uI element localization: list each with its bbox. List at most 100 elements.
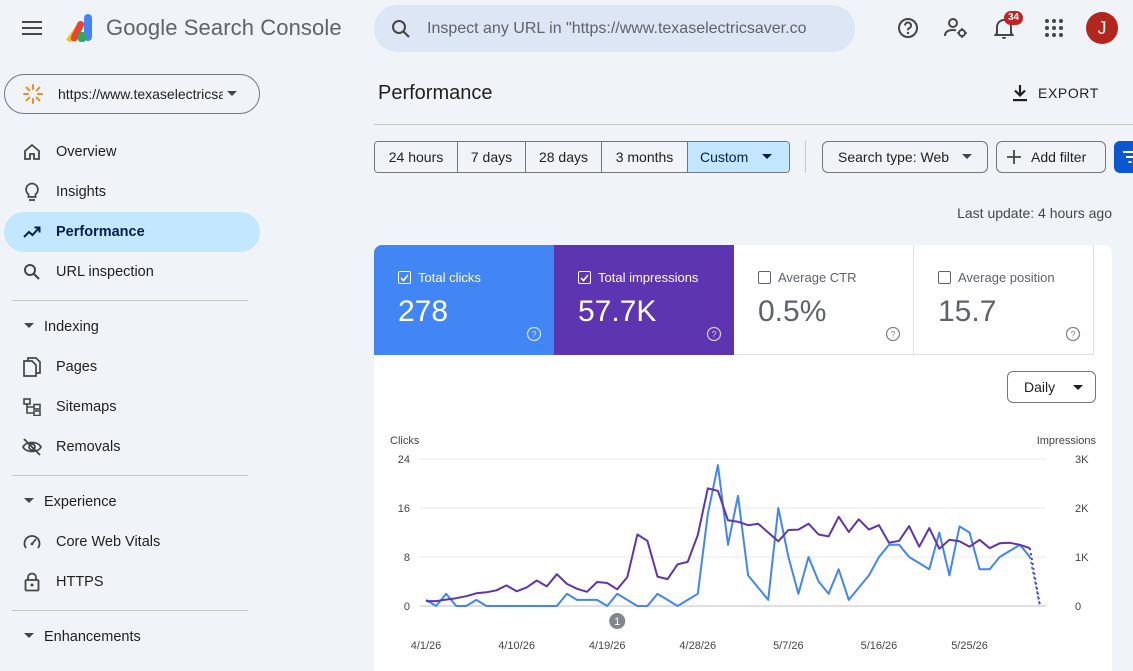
metric-average-ctr[interactable]: Average CTR 0.5% ?: [734, 245, 914, 355]
range-24-hours-button[interactable]: 24 hours: [375, 142, 458, 172]
checkbox-checked-icon[interactable]: [398, 271, 411, 284]
eye-off-icon: [22, 437, 42, 457]
metric-total-clicks[interactable]: Total clicks 278 ?: [374, 245, 554, 355]
help-button[interactable]: [890, 10, 926, 46]
left-tick-label: 0: [404, 601, 410, 613]
range-custom-button[interactable]: Custom: [688, 142, 789, 172]
notifications-button[interactable]: 34: [986, 10, 1024, 46]
range-28-days-button[interactable]: 28 days: [526, 142, 602, 172]
granularity-dropdown[interactable]: Daily: [1007, 371, 1096, 403]
right-tick-label: 1K: [1075, 552, 1089, 564]
sidebar-divider: [12, 610, 248, 611]
sidebar-item-insights[interactable]: Insights: [4, 172, 260, 212]
top-bar: Google Search Console 34: [0, 0, 1133, 60]
metric-header: Total clicks: [398, 270, 481, 285]
left-axis-label: Clicks: [390, 435, 420, 447]
range-7-days-button[interactable]: 7 days: [458, 142, 526, 172]
help-outline-icon[interactable]: ?: [526, 326, 542, 342]
search-input[interactable]: [427, 19, 807, 38]
filter-settings-button[interactable]: [1114, 141, 1133, 173]
x-tick-label: 4/19/26: [589, 640, 626, 652]
metric-header: Average CTR: [758, 270, 857, 285]
line-chart-svg: 24 3K 16 2K 8 1K 0 0 4/1/26 4/10/26 4/19/26 4/28/26…: [398, 454, 1089, 652]
right-tick-label: 0: [1075, 601, 1081, 613]
sidebar-item-core-web-vitals[interactable]: Core Web Vitals: [4, 522, 260, 562]
checkbox-unchecked-icon[interactable]: [938, 271, 951, 284]
sidebar-section-experience[interactable]: Experience: [4, 484, 248, 520]
main-menu-button[interactable]: [14, 10, 50, 46]
add-filter-button[interactable]: Add filter: [996, 141, 1106, 173]
search-console-logo[interactable]: Google Search Console: [64, 12, 342, 44]
sidebar-section-indexing[interactable]: Indexing: [4, 309, 248, 345]
property-selector[interactable]: https://www.texaselectricsaver.com/: [4, 74, 260, 114]
sidebar-item-sitemaps[interactable]: Sitemaps: [4, 387, 260, 427]
metric-label: Average CTR: [778, 270, 857, 285]
search-console-logo-icon: [66, 14, 92, 42]
performance-card: Total clicks 278 ? Total impressions 57.…: [374, 245, 1112, 671]
account-avatar[interactable]: J: [1086, 12, 1118, 44]
svg-text:?: ?: [531, 330, 536, 340]
right-axis-label: Impressions: [1036, 435, 1096, 447]
svg-text:?: ?: [711, 330, 716, 340]
sidebar-item-removals[interactable]: Removals: [4, 427, 260, 467]
metric-value: 15.7: [938, 295, 997, 328]
chevron-down-icon: [762, 154, 773, 159]
x-tick-label: 4/1/26: [411, 640, 442, 652]
checkbox-unchecked-icon[interactable]: [758, 271, 771, 284]
caret-down-icon: [24, 323, 34, 328]
plus-icon: [1007, 150, 1021, 164]
svg-text:?: ?: [1070, 330, 1075, 340]
export-label: EXPORT: [1038, 85, 1099, 101]
sidebar-item-label: Removals: [56, 439, 121, 455]
search-type-filter[interactable]: Search type: Web: [822, 141, 988, 173]
sidebar-item-label: URL inspection: [56, 264, 154, 280]
metric-value: 0.5%: [758, 295, 827, 328]
page-title: Performance: [378, 82, 493, 104]
sidebar-item-label: Insights: [56, 184, 106, 200]
help-outline-icon[interactable]: ?: [1065, 326, 1081, 342]
metric-header: Average position: [938, 270, 1055, 285]
date-range-selector: 24 hours 7 days 28 days 3 months Custom: [374, 141, 790, 173]
sidebar-item-overview[interactable]: Overview: [4, 132, 260, 172]
sidebar-item-performance[interactable]: Performance: [4, 212, 260, 252]
sidebar-item-label: Core Web Vitals: [56, 534, 161, 550]
right-tick-label: 3K: [1075, 454, 1089, 466]
annotation-label: 1: [614, 616, 620, 628]
user-settings-button[interactable]: [938, 10, 974, 46]
sidebar-section-enhancements[interactable]: Enhancements: [4, 619, 248, 655]
filter-list-icon: [1123, 151, 1133, 163]
checkbox-checked-icon[interactable]: [578, 271, 591, 284]
sidebar-item-label: Pages: [56, 359, 98, 375]
section-label: Indexing: [44, 319, 99, 335]
search-icon: [392, 19, 410, 38]
x-tick-label: 5/16/26: [861, 640, 898, 652]
sidebar-item-https[interactable]: HTTPS: [4, 562, 260, 602]
sidebar-item-label: Overview: [56, 144, 117, 160]
speedometer-icon: [22, 532, 42, 552]
site-favicon-icon: [23, 84, 43, 104]
section-label: Enhancements: [44, 629, 141, 645]
x-tick-label: 5/7/26: [773, 640, 804, 652]
app-name: Google Search Console: [106, 15, 342, 40]
metric-total-impressions[interactable]: Total impressions 57.7K ?: [554, 245, 734, 355]
help-outline-icon[interactable]: ?: [885, 326, 901, 342]
apps-button[interactable]: [1036, 10, 1072, 46]
header-divider: [374, 124, 1133, 125]
caret-down-icon: [24, 633, 34, 638]
search-type-label: Search type: Web: [838, 149, 950, 165]
metric-average-position[interactable]: Average position 15.7 ?: [914, 245, 1094, 355]
left-tick-label: 24: [398, 454, 410, 466]
range-3-months-button[interactable]: 3 months: [602, 142, 688, 172]
right-tick-label: 2K: [1075, 503, 1089, 515]
help-outline-icon[interactable]: ?: [706, 326, 722, 342]
url-inspection-search[interactable]: [374, 5, 855, 52]
lightbulb-icon: [22, 182, 42, 202]
section-label: Experience: [44, 494, 117, 510]
sidebar-item-pages[interactable]: Pages: [4, 347, 260, 387]
pages-icon: [22, 357, 42, 377]
metric-label: Total impressions: [598, 270, 699, 285]
export-button[interactable]: EXPORT: [1012, 78, 1099, 108]
metric-label: Total clicks: [418, 270, 481, 285]
sidebar-item-url-inspection[interactable]: URL inspection: [4, 252, 260, 292]
sidebar-item-label: Performance: [56, 224, 145, 240]
